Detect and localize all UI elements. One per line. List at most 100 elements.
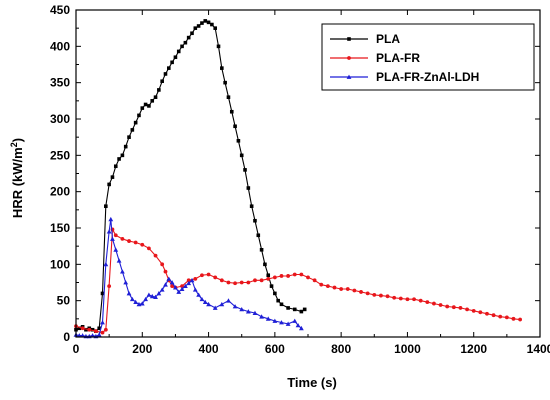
data-point-pla-fr <box>160 262 165 267</box>
y-tick-label: 350 <box>50 76 70 90</box>
data-point-pla-fr <box>365 291 370 296</box>
data-point-pla <box>127 135 131 139</box>
data-point-pla-fr <box>418 298 423 303</box>
data-point-pla-fr <box>518 317 523 322</box>
legend-label-pla-fr-znal-ldh: PLA-FR-ZnAl-LDH <box>376 70 479 84</box>
data-point-pla-fr <box>478 310 483 315</box>
data-point-pla-fr <box>120 237 125 241</box>
data-point-pla <box>259 248 264 252</box>
data-point-pla <box>292 307 297 312</box>
data-point-pla-fr-znal-ldh <box>153 294 158 299</box>
data-point-pla-fr <box>200 273 204 278</box>
y-axis-title-main: HRR (kW/m <box>10 147 25 218</box>
data-point-pla <box>200 21 204 25</box>
data-point-pla-fr <box>412 297 416 302</box>
data-point-pla <box>193 26 198 30</box>
data-point-pla <box>176 49 181 54</box>
data-point-pla-fr <box>233 281 237 286</box>
data-point-pla-fr-znal-ldh <box>120 269 125 274</box>
data-point-pla <box>104 204 108 208</box>
data-point-pla-fr <box>465 307 469 312</box>
data-point-pla-fr-znal-ldh <box>212 305 218 310</box>
data-point-pla-fr-znal-ldh <box>80 333 86 338</box>
data-point-pla <box>223 80 227 85</box>
data-point-pla <box>210 22 214 27</box>
y-tick-label: 300 <box>50 112 70 126</box>
data-point-pla-fr-znal-ldh <box>90 333 95 338</box>
data-point-pla <box>157 88 161 92</box>
data-point-pla-fr <box>504 315 509 320</box>
x-tick-label: 1000 <box>394 342 421 356</box>
data-point-pla <box>302 307 307 312</box>
data-point-pla-fr <box>292 272 297 277</box>
data-point-pla <box>140 106 145 110</box>
data-point-pla-fr <box>253 278 257 283</box>
data-point-pla-fr <box>206 272 211 277</box>
series-layer <box>73 19 523 339</box>
data-point-pla-fr <box>103 327 108 332</box>
data-point-pla <box>90 327 95 332</box>
data-point-pla-fr <box>306 275 310 280</box>
legend-box <box>321 23 535 91</box>
data-point-pla-fr-znal-ldh <box>245 309 251 314</box>
data-point-pla-fr <box>491 313 496 318</box>
data-point-pla-fr <box>107 284 112 289</box>
data-point-pla <box>77 326 82 331</box>
data-point-pla-fr <box>398 296 403 301</box>
y-tick-label: 0 <box>63 330 70 344</box>
data-point-pla-fr-znal-ldh <box>232 304 238 309</box>
data-point-pla <box>276 298 280 303</box>
data-point-pla-fr <box>325 284 330 289</box>
data-point-pla-fr <box>113 233 118 238</box>
legend-marker-pla-fr-znal-ldh <box>346 74 352 79</box>
data-point-pla-fr <box>180 284 184 289</box>
x-tick-label: 1200 <box>460 342 487 356</box>
data-point-pla-fr <box>432 301 436 306</box>
data-point-pla-fr-znal-ldh <box>292 318 298 323</box>
data-point-pla-fr-znal-ldh <box>196 292 202 297</box>
data-point-pla-fr <box>405 297 410 302</box>
data-point-pla <box>239 153 244 158</box>
data-point-pla-fr-znal-ldh <box>139 301 145 306</box>
data-point-pla <box>216 44 221 49</box>
y-tick-label: 250 <box>50 148 70 162</box>
data-point-pla <box>269 284 274 288</box>
data-point-pla-fr-znal-ldh <box>182 283 188 289</box>
data-point-pla <box>143 102 148 107</box>
y-tick-label: 400 <box>50 39 70 53</box>
data-point-pla-fr <box>319 282 324 287</box>
data-point-pla-fr-znal-ldh <box>159 287 165 292</box>
data-point-pla-fr <box>163 269 168 274</box>
y-tick-label: 150 <box>50 221 70 235</box>
legend-label-pla-fr: PLA-FR <box>376 51 420 65</box>
data-point-pla-fr-znal-ldh <box>202 299 208 305</box>
data-point-pla-fr-znal-ldh <box>143 296 148 302</box>
data-point-pla-fr <box>213 275 218 280</box>
data-point-pla <box>170 60 174 65</box>
data-point-pla-fr-znal-ldh <box>252 310 258 315</box>
data-point-pla <box>233 124 237 129</box>
data-point-pla-fr-znal-ldh <box>123 280 129 285</box>
data-point-pla <box>229 109 234 114</box>
data-point-pla-fr <box>511 316 516 321</box>
data-point-pla <box>97 326 101 331</box>
data-point-pla-fr <box>147 246 151 251</box>
data-point-pla-fr-znal-ldh <box>108 216 114 222</box>
data-point-pla-fr-znal-ldh <box>106 229 112 234</box>
x-tick-label: 400 <box>199 342 219 356</box>
data-point-pla <box>263 262 267 267</box>
data-point-pla-fr <box>438 303 443 307</box>
x-axis-title: Time (s) <box>287 375 337 390</box>
data-point-pla-fr-znal-ldh <box>279 320 284 325</box>
data-point-pla-fr-znal-ldh <box>265 316 271 321</box>
data-point-pla-fr <box>239 280 244 285</box>
data-point-pla-fr <box>127 239 131 243</box>
y-tick-label: 200 <box>50 185 70 199</box>
series-pla <box>74 19 307 333</box>
data-point-pla-fr-znal-ldh <box>226 298 231 303</box>
x-tick-label: 0 <box>73 342 80 356</box>
data-point-pla-fr-znal-ldh <box>259 314 264 319</box>
data-point-pla-fr <box>425 300 430 305</box>
